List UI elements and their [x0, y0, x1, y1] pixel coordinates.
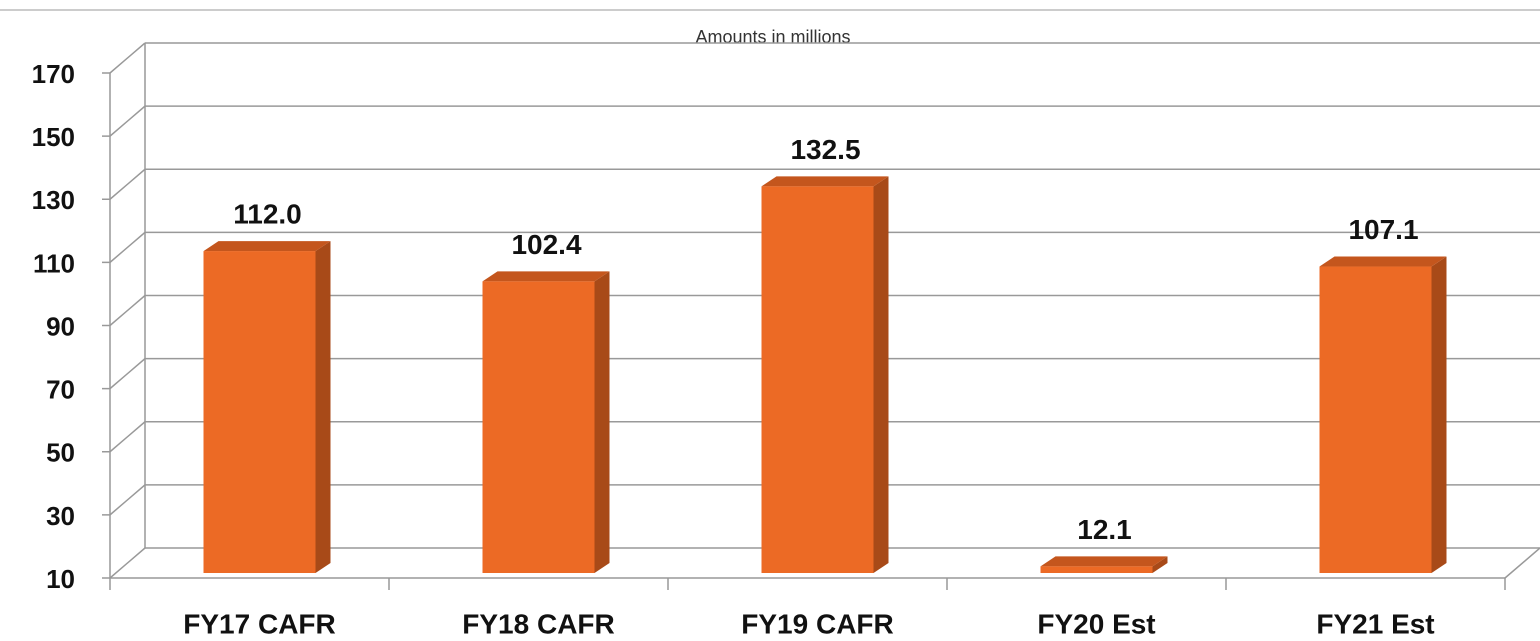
bar: [203, 241, 331, 573]
grid-line-side: [109, 42, 146, 74]
y-tick-label: 110: [33, 248, 75, 278]
grid-line-side: [109, 231, 146, 263]
x-tick-label: FY18 CAFR: [462, 608, 614, 639]
bar: [1040, 556, 1168, 573]
y-tick-label: 90: [46, 311, 75, 341]
bar-front: [1319, 266, 1432, 573]
bar-top: [203, 241, 331, 252]
bar-side: [315, 241, 331, 573]
x-tick-label: FY19 CAFR: [741, 608, 893, 639]
y-tick-label: 130: [32, 185, 75, 215]
y-tick-label: 170: [32, 59, 75, 89]
bar: [482, 271, 610, 573]
grid-line-side: [109, 294, 146, 327]
grid-line-side: [109, 105, 146, 137]
y-tick-label: 10: [46, 564, 75, 594]
bar-front: [482, 281, 595, 573]
x-tick-label: FY20 Est: [1037, 608, 1155, 639]
bar-side: [594, 271, 610, 573]
bar: [761, 176, 889, 573]
bar-front: [761, 186, 874, 573]
floor-right: [1504, 547, 1540, 579]
bar-front: [1040, 566, 1153, 573]
y-tick-label: 150: [32, 122, 75, 152]
bar-top: [482, 271, 610, 282]
value-label: 12.1: [1077, 514, 1132, 545]
value-label: 112.0: [233, 198, 302, 229]
grid-line-side: [109, 168, 146, 200]
bar-side: [873, 176, 889, 573]
y-tick-label: 70: [46, 375, 75, 405]
grid-line-side: [109, 547, 146, 579]
bar-top: [761, 176, 889, 187]
value-label: 107.1: [1348, 214, 1418, 245]
bar: [1319, 256, 1447, 573]
grid-line-side: [109, 484, 146, 516]
bar-side: [1431, 256, 1447, 573]
grid-line-side: [109, 421, 146, 453]
chart-subtitle: Amounts in millions: [695, 27, 850, 47]
x-tick-label: FY17 CAFR: [183, 608, 335, 639]
bar-top: [1040, 556, 1168, 567]
bar-top: [1319, 256, 1447, 267]
value-label: 102.4: [511, 229, 581, 260]
bar-front: [203, 251, 316, 573]
y-tick-label: 30: [46, 501, 75, 531]
x-tick-label: FY21 Est: [1316, 608, 1434, 639]
bar-side: [1152, 556, 1168, 573]
value-label: 132.5: [790, 134, 860, 165]
grid-line-side: [109, 358, 146, 390]
y-tick-label: 50: [46, 438, 75, 468]
